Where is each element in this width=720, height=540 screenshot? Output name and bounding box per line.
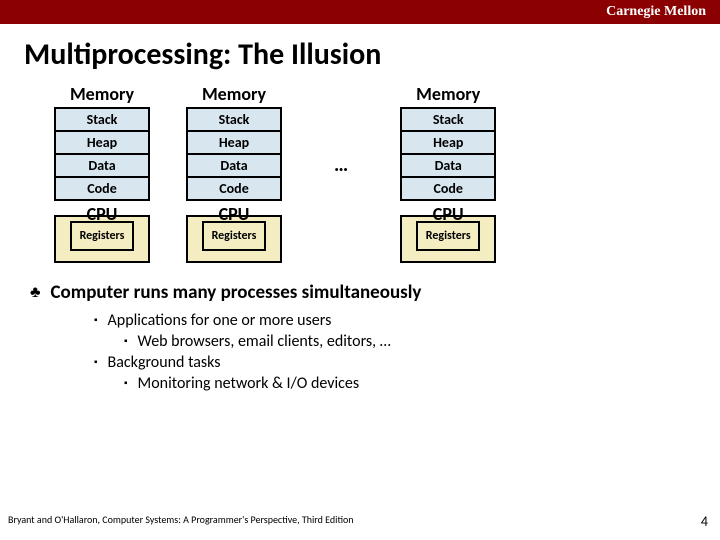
sub-bullet: Applications for one or more users — [94, 311, 684, 330]
memory-segment: Heap — [188, 132, 280, 155]
header-brand: Carnegie Mellon — [606, 4, 706, 20]
memory-box: Stack Heap Data Code — [400, 107, 496, 201]
registers-box: Registers — [202, 221, 266, 251]
memory-segment: Code — [56, 178, 148, 199]
memory-segment: Code — [188, 178, 280, 199]
cpu-box: CPU Registers — [186, 215, 282, 263]
sub-bullet: Background tasks — [94, 353, 684, 372]
cpu-block: CPU Registers — [186, 215, 282, 263]
registers-box: Registers — [416, 221, 480, 251]
header-bar: Carnegie Mellon — [0, 0, 720, 24]
memory-label: Memory — [70, 83, 134, 105]
process-col: Memory Stack Heap Data Code CPU Register… — [54, 83, 150, 263]
cpu-box: CPU Registers — [54, 215, 150, 263]
slide-title: Multiprocessing: The Illusion — [0, 24, 720, 83]
memory-segment: Data — [56, 155, 148, 178]
cpu-box: CPU Registers — [400, 215, 496, 263]
process-col: Memory Stack Heap Data Code CPU Register… — [186, 83, 282, 263]
bullet-section: ♣ Computer runs many processes simultane… — [0, 263, 720, 393]
main-bullet-text: Computer runs many processes simultaneou… — [51, 281, 422, 304]
memory-segment: Code — [402, 178, 494, 199]
sub-bullet-list: Applications for one or more users Web b… — [30, 311, 684, 393]
memory-label: Memory — [416, 83, 480, 105]
sub-sub-bullet: Web browsers, email clients, editors, … — [94, 332, 684, 351]
memory-segment: Data — [188, 155, 280, 178]
cpu-block: CPU Registers — [54, 215, 150, 263]
club-icon: ♣ — [30, 281, 41, 305]
memory-segment: Heap — [56, 132, 148, 155]
sub-sub-bullet: Monitoring network & I/O devices — [94, 374, 684, 393]
process-col: Memory Stack Heap Data Code CPU Register… — [400, 83, 496, 263]
memory-segment: Data — [402, 155, 494, 178]
ellipsis-icon: … — [334, 153, 348, 177]
footer-citation: Bryant and O'Hallaron, Computer Systems:… — [8, 513, 354, 530]
main-bullet: ♣ Computer runs many processes simultane… — [30, 281, 684, 305]
page-number: 4 — [701, 513, 708, 530]
memory-label: Memory — [202, 83, 266, 105]
memory-segment: Stack — [402, 109, 494, 132]
registers-box: Registers — [70, 221, 134, 251]
memory-segment: Heap — [402, 132, 494, 155]
memory-segment: Stack — [56, 109, 148, 132]
memory-segment: Stack — [188, 109, 280, 132]
cpu-block: CPU Registers — [400, 215, 496, 263]
memory-box: Stack Heap Data Code — [186, 107, 282, 201]
process-diagram: Memory Stack Heap Data Code CPU Register… — [0, 83, 720, 263]
memory-box: Stack Heap Data Code — [54, 107, 150, 201]
footer: Bryant and O'Hallaron, Computer Systems:… — [8, 513, 708, 530]
